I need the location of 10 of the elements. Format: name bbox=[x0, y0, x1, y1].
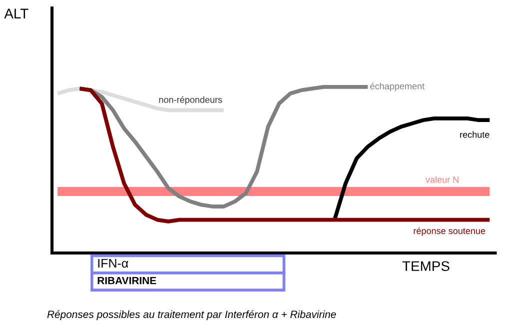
text: RIBAVIRINE bbox=[98, 277, 156, 284]
series-label: réponse soutenue bbox=[414, 227, 486, 236]
series-label: rechute bbox=[460, 131, 490, 138]
series-label: échappement bbox=[370, 82, 425, 92]
series-label: valeur N bbox=[426, 176, 458, 183]
text: Réponses possibles au traitement par Interféron α + Ribavirine bbox=[47, 310, 336, 320]
x-axis-title: TEMPS bbox=[402, 261, 450, 272]
text: IFN-α bbox=[98, 258, 128, 268]
text: ALT bbox=[4, 8, 28, 18]
series-label: non-répondeurs bbox=[159, 96, 222, 105]
